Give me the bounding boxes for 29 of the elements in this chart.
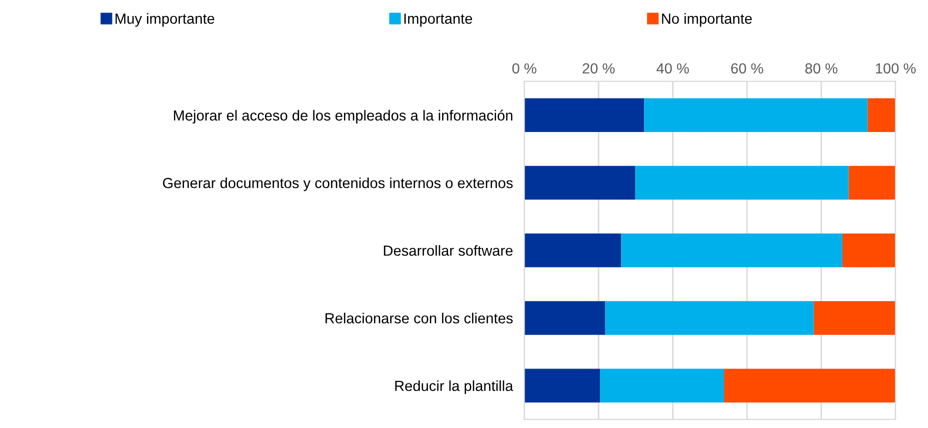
bar [524, 368, 600, 403]
bar [621, 233, 842, 268]
x-tick-label: 20 % [582, 63, 615, 74]
x-tick-label: 60 % [731, 63, 764, 74]
x-tick-label: 40 % [656, 63, 689, 74]
x-tick-label: 80 % [805, 63, 838, 74]
y-tick-label: Generar documentos y contenidos internos o externos [162, 177, 513, 192]
legend-label: Importante [404, 14, 472, 27]
bar [644, 98, 868, 132]
legend-label: No importante [662, 13, 752, 27]
bar [524, 301, 606, 335]
bar [842, 233, 896, 268]
bar [600, 368, 724, 403]
legend-label: Muy importante [116, 13, 214, 27]
bar [814, 301, 896, 335]
bar [605, 301, 814, 335]
bar [524, 233, 622, 268]
bar [635, 166, 849, 200]
y-tick-label: Relacionarse con los clientes [326, 312, 513, 324]
bar [724, 368, 896, 403]
y-tick-label: Reducir la plantilla [395, 380, 514, 394]
bar [868, 98, 896, 132]
y-tick-label: Mejorar el acceso de los empleados a la información [174, 110, 512, 124]
bar [524, 98, 644, 132]
bar [524, 166, 636, 200]
bar [848, 166, 896, 200]
x-tick-label: 100 % [876, 63, 916, 74]
x-tick-label: 0 % [512, 63, 536, 74]
y-tick-label: Desarrollar software [384, 245, 513, 256]
